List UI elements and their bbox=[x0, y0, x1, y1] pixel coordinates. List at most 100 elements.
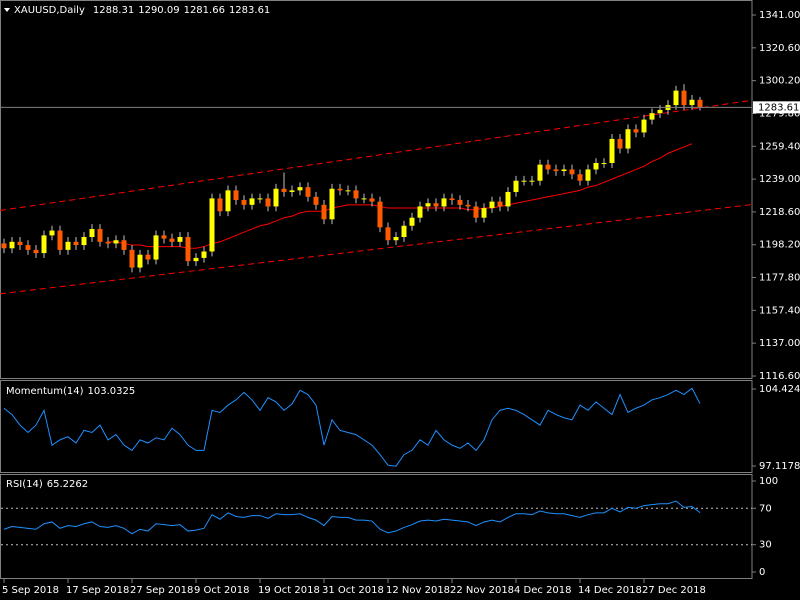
candle-body bbox=[561, 169, 567, 172]
candle-body bbox=[305, 187, 311, 197]
trendline bbox=[0, 204, 753, 295]
price-label: 1283.61 bbox=[758, 102, 799, 113]
candle-body bbox=[417, 206, 423, 218]
candle-body bbox=[521, 180, 527, 182]
candle-body bbox=[489, 201, 495, 209]
momentum-value: 103.0325 bbox=[88, 386, 136, 397]
candle-body bbox=[97, 228, 103, 242]
y-tick-label: 30 bbox=[759, 540, 772, 551]
symbol-title: XAUUSD,Daily bbox=[14, 5, 85, 16]
candle-body bbox=[161, 235, 167, 239]
candle-body bbox=[265, 198, 271, 207]
main-panel-frame bbox=[0, 0, 753, 379]
candle-body bbox=[9, 241, 15, 249]
y-tick-label: 97.1178 bbox=[759, 461, 800, 472]
momentum-panel-frame bbox=[0, 380, 753, 473]
candle-body bbox=[153, 235, 159, 260]
candle-body bbox=[569, 169, 575, 175]
candle-body bbox=[49, 230, 55, 236]
candle-body bbox=[585, 169, 591, 181]
candle-body bbox=[505, 191, 511, 207]
candle-body bbox=[465, 204, 471, 207]
candle-body bbox=[401, 225, 407, 238]
low-value: 1281.66 bbox=[184, 5, 225, 16]
x-tick-label: 31 Oct 2018 bbox=[322, 585, 384, 596]
candle-body bbox=[497, 201, 503, 207]
candle-body bbox=[345, 190, 351, 192]
y-tick-label: 1116.60 bbox=[759, 371, 800, 382]
momentum-title: Momentum(14) bbox=[6, 386, 84, 397]
candle-body bbox=[217, 198, 223, 212]
candle-body bbox=[361, 198, 367, 200]
candle-body bbox=[369, 198, 375, 202]
y-tick-label: 1198.20 bbox=[759, 240, 800, 251]
candle-body bbox=[145, 254, 151, 260]
menu-triangle bbox=[4, 8, 10, 12]
candle-body bbox=[233, 190, 239, 201]
candle-body bbox=[537, 164, 543, 181]
candle-body bbox=[553, 169, 559, 172]
candle-body bbox=[577, 174, 583, 181]
candle-body bbox=[1, 243, 7, 249]
moving-average bbox=[108, 143, 693, 249]
y-tick-label: 1259.40 bbox=[759, 141, 800, 152]
rsi-panel-frame bbox=[0, 474, 753, 579]
candle-body bbox=[681, 90, 687, 106]
x-tick-label: 19 Oct 2018 bbox=[258, 585, 320, 596]
candle-body bbox=[649, 113, 655, 120]
candle-body bbox=[129, 249, 135, 268]
candle-body bbox=[409, 217, 415, 226]
candle-body bbox=[137, 254, 143, 268]
candle-body bbox=[105, 241, 111, 244]
candle-body bbox=[481, 208, 487, 218]
candle-body bbox=[433, 203, 439, 207]
y-tick-label: 1279.80 bbox=[759, 108, 800, 119]
chart-header: XAUUSD,Daily 1288.31 1290.09 1281.66 1283.61 bbox=[14, 5, 270, 16]
candle-body bbox=[33, 249, 39, 254]
candle-body bbox=[65, 241, 71, 250]
x-tick-label: 27 Dec 2018 bbox=[642, 585, 706, 596]
x-tick-label: 17 Sep 2018 bbox=[66, 585, 129, 596]
candle-body bbox=[633, 129, 639, 133]
candle-body bbox=[601, 163, 607, 165]
candle-body bbox=[225, 190, 231, 212]
candle-body bbox=[657, 109, 663, 114]
candle-body bbox=[185, 237, 191, 262]
candle-body bbox=[529, 180, 535, 182]
candle-body bbox=[241, 200, 247, 205]
y-tick-label: 1137.00 bbox=[759, 338, 800, 349]
candle-body bbox=[377, 201, 383, 228]
candle-body bbox=[73, 241, 79, 246]
candle-body bbox=[593, 163, 599, 170]
candle-body bbox=[449, 198, 455, 201]
y-tick-label: 0 bbox=[759, 567, 765, 578]
candle-body bbox=[89, 228, 95, 238]
candle-body bbox=[297, 187, 303, 191]
indicator-line bbox=[3, 387, 701, 467]
candle-body bbox=[617, 138, 623, 149]
y-tick-label: 104.4243 bbox=[759, 384, 800, 395]
indicator-line bbox=[3, 500, 701, 535]
trendline bbox=[0, 99, 753, 211]
y-tick-label: 100 bbox=[759, 476, 778, 487]
x-tick-label: 12 Nov 2018 bbox=[386, 585, 450, 596]
candle-body bbox=[393, 237, 399, 241]
candle-body bbox=[17, 241, 23, 246]
candle-body bbox=[513, 180, 519, 192]
high-value: 1290.09 bbox=[138, 5, 179, 16]
candle-body bbox=[673, 90, 679, 106]
candle-body bbox=[281, 188, 287, 192]
candle-body bbox=[329, 188, 335, 220]
open-value: 1288.31 bbox=[93, 5, 134, 16]
candle-body bbox=[121, 240, 127, 250]
rsi-title: RSI(14) bbox=[6, 479, 43, 490]
candle-body bbox=[57, 230, 63, 250]
candle-body bbox=[337, 188, 343, 191]
candle-body bbox=[441, 198, 447, 207]
y-tick-label: 1157.40 bbox=[759, 305, 800, 316]
candle-body bbox=[113, 240, 119, 244]
candle-body bbox=[609, 138, 615, 164]
candle-body bbox=[257, 198, 263, 200]
candle-body bbox=[625, 129, 631, 149]
